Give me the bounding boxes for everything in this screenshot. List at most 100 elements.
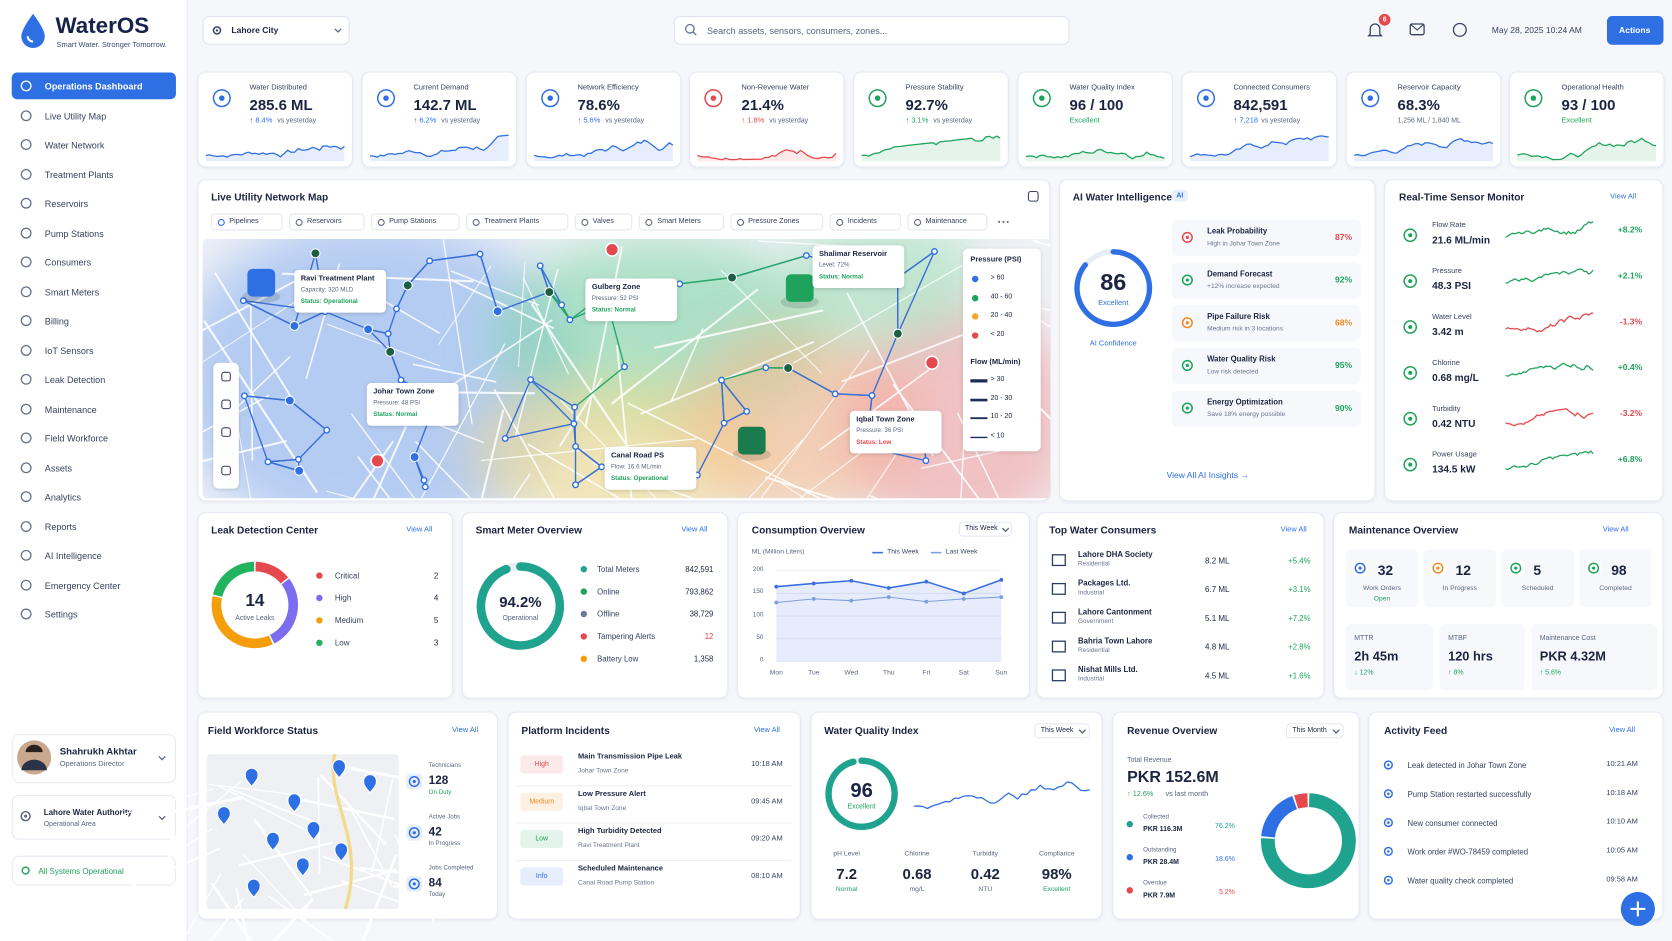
pipeline: [530, 379, 575, 425]
fab-button[interactable]: [1620, 891, 1655, 927]
pipeline: [721, 367, 766, 381]
period-label[interactable]: This Week: [1040, 726, 1074, 735]
nav-item[interactable]: Emergency Center: [44, 579, 121, 591]
pipeline: [787, 367, 836, 395]
view-all-link[interactable]: View All: [681, 525, 708, 534]
icon: [1181, 402, 1193, 414]
ring-arc: [825, 757, 898, 831]
layer-label[interactable]: Treatment Plants: [484, 217, 540, 226]
nav-item[interactable]: Consumers: [44, 257, 92, 268]
maintenance-tile: [1501, 549, 1574, 608]
nav-item[interactable]: Settings: [44, 609, 78, 620]
sensor-change: -3.2%: [1619, 408, 1643, 419]
chip-icon: [377, 218, 385, 226]
nav-active[interactable]: [11, 72, 176, 100]
view-all-link[interactable]: View All: [406, 525, 433, 534]
site-name: Canal Road PS: [611, 452, 665, 460]
layer-label[interactable]: Pump Stations: [389, 217, 437, 226]
nav-item[interactable]: Smart Meters: [44, 286, 100, 298]
icon-shape: [408, 827, 420, 839]
city-select[interactable]: [202, 16, 350, 45]
icon: [1383, 760, 1393, 770]
layer-chip[interactable]: [288, 213, 365, 231]
period-label[interactable]: This Week: [965, 524, 998, 533]
layer-label[interactable]: Smart Meters: [657, 217, 701, 226]
nav-item[interactable]: Operations Dashboard: [44, 81, 143, 92]
tile-value: 12: [1455, 562, 1471, 579]
view-all-link[interactable]: View All: [1280, 525, 1307, 534]
technician-pin: [287, 793, 302, 813]
layer-chip[interactable]: [211, 213, 283, 231]
site-name: Johar Town Zone: [373, 388, 435, 396]
layer-chip[interactable]: [730, 213, 824, 231]
nav-icon-shape: [20, 344, 32, 356]
layer-chip[interactable]: [829, 213, 901, 231]
ai-link[interactable]: View All AI Insights →: [1166, 470, 1249, 481]
nav-item[interactable]: Treatment Plants: [44, 169, 114, 180]
valve-node: [239, 297, 247, 305]
layer-chip[interactable]: [370, 213, 460, 231]
search-lens: [685, 23, 695, 34]
layer-label[interactable]: Reservoirs: [306, 217, 342, 226]
layer-chip[interactable]: [639, 213, 724, 231]
view-all-link[interactable]: View All: [452, 726, 479, 735]
pipeline: [389, 351, 402, 381]
insight-value: 87%: [1335, 232, 1353, 243]
chip-icon: [836, 218, 844, 226]
view-all-link[interactable]: View All: [1609, 726, 1636, 735]
nav-item[interactable]: IoT Sensors: [44, 345, 94, 356]
layer-label[interactable]: Pressure Zones: [748, 217, 800, 226]
layer-chip[interactable]: [574, 213, 633, 231]
nav-item[interactable]: Assets: [44, 462, 72, 474]
sparkline: [533, 139, 673, 162]
nav-item[interactable]: Reports: [44, 521, 77, 532]
layer-label[interactable]: Incidents: [847, 217, 877, 226]
legend-dot: [1126, 820, 1133, 828]
nav-item[interactable]: Reservoirs: [44, 198, 89, 210]
nav-item[interactable]: Field Workforce: [44, 433, 109, 444]
org-card[interactable]: [11, 794, 176, 840]
site-callout: [604, 447, 697, 490]
nav-item[interactable]: Water Network: [44, 139, 105, 151]
activity-time: 10:21 AM: [1606, 760, 1638, 769]
period-select[interactable]: [1034, 723, 1090, 739]
layer-label[interactable]: Valves: [592, 217, 614, 226]
search-box[interactable]: [673, 16, 1070, 45]
layer-chip[interactable]: [907, 213, 988, 231]
layer-chip[interactable]: [466, 213, 569, 231]
icon-shape: [1403, 274, 1418, 288]
nav-item[interactable]: Analytics: [44, 491, 82, 503]
road: [654, 309, 824, 350]
sparkline-line: [1505, 450, 1594, 471]
nav-item[interactable]: Maintenance: [44, 403, 97, 415]
period-select[interactable]: [1285, 723, 1344, 739]
bell-shape: [1367, 23, 1383, 37]
view-all-link[interactable]: View All: [753, 726, 780, 735]
kpi-card: [1345, 71, 1501, 168]
view-all-link[interactable]: View All: [1602, 525, 1629, 534]
nav-item[interactable]: Leak Detection: [44, 374, 106, 386]
meter-row-value: 842,591: [685, 564, 714, 574]
facility-marker: [737, 426, 766, 455]
quality-stat-sub: Excellent: [1043, 885, 1071, 893]
notification-badge[interactable]: [1378, 13, 1391, 26]
sidebar: [0, 0, 188, 941]
nav-icon-shape: [20, 227, 32, 239]
actions-button[interactable]: [1606, 16, 1664, 45]
consumer-value: 8.2 ML: [1205, 555, 1230, 566]
nav-item[interactable]: AI Intelligence: [44, 550, 102, 562]
icon-shape: [1403, 228, 1418, 243]
nav-item[interactable]: Pump Stations: [44, 227, 104, 239]
road: [670, 328, 704, 402]
period-label[interactable]: This Month: [1292, 726, 1327, 735]
sparkline-line: [1517, 137, 1657, 161]
layer-label[interactable]: Pipelines: [229, 217, 259, 226]
icon-shape: [1403, 411, 1418, 426]
nav-item[interactable]: Billing: [44, 315, 69, 327]
layer-label[interactable]: Maintenance: [925, 217, 967, 226]
nav-item[interactable]: Live Utility Map: [44, 110, 107, 122]
legend-swatch: [970, 398, 988, 401]
view-all-link[interactable]: View All: [1610, 193, 1637, 201]
period-select[interactable]: [958, 521, 1012, 537]
